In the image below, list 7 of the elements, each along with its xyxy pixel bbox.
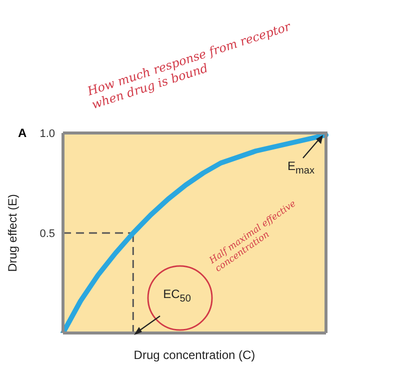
chart-title: A [18, 126, 27, 140]
y-axis-title: Drug effect (E) [5, 194, 20, 272]
y-tick-label: 0.5 [40, 228, 55, 240]
x-axis-title: Drug concentration (C) [134, 348, 256, 362]
annotation: EC$_{50}$ [162, 287, 192, 305]
y-tick-label: 1.0 [40, 128, 55, 140]
annotation: E$_{max}$ [286, 159, 316, 177]
